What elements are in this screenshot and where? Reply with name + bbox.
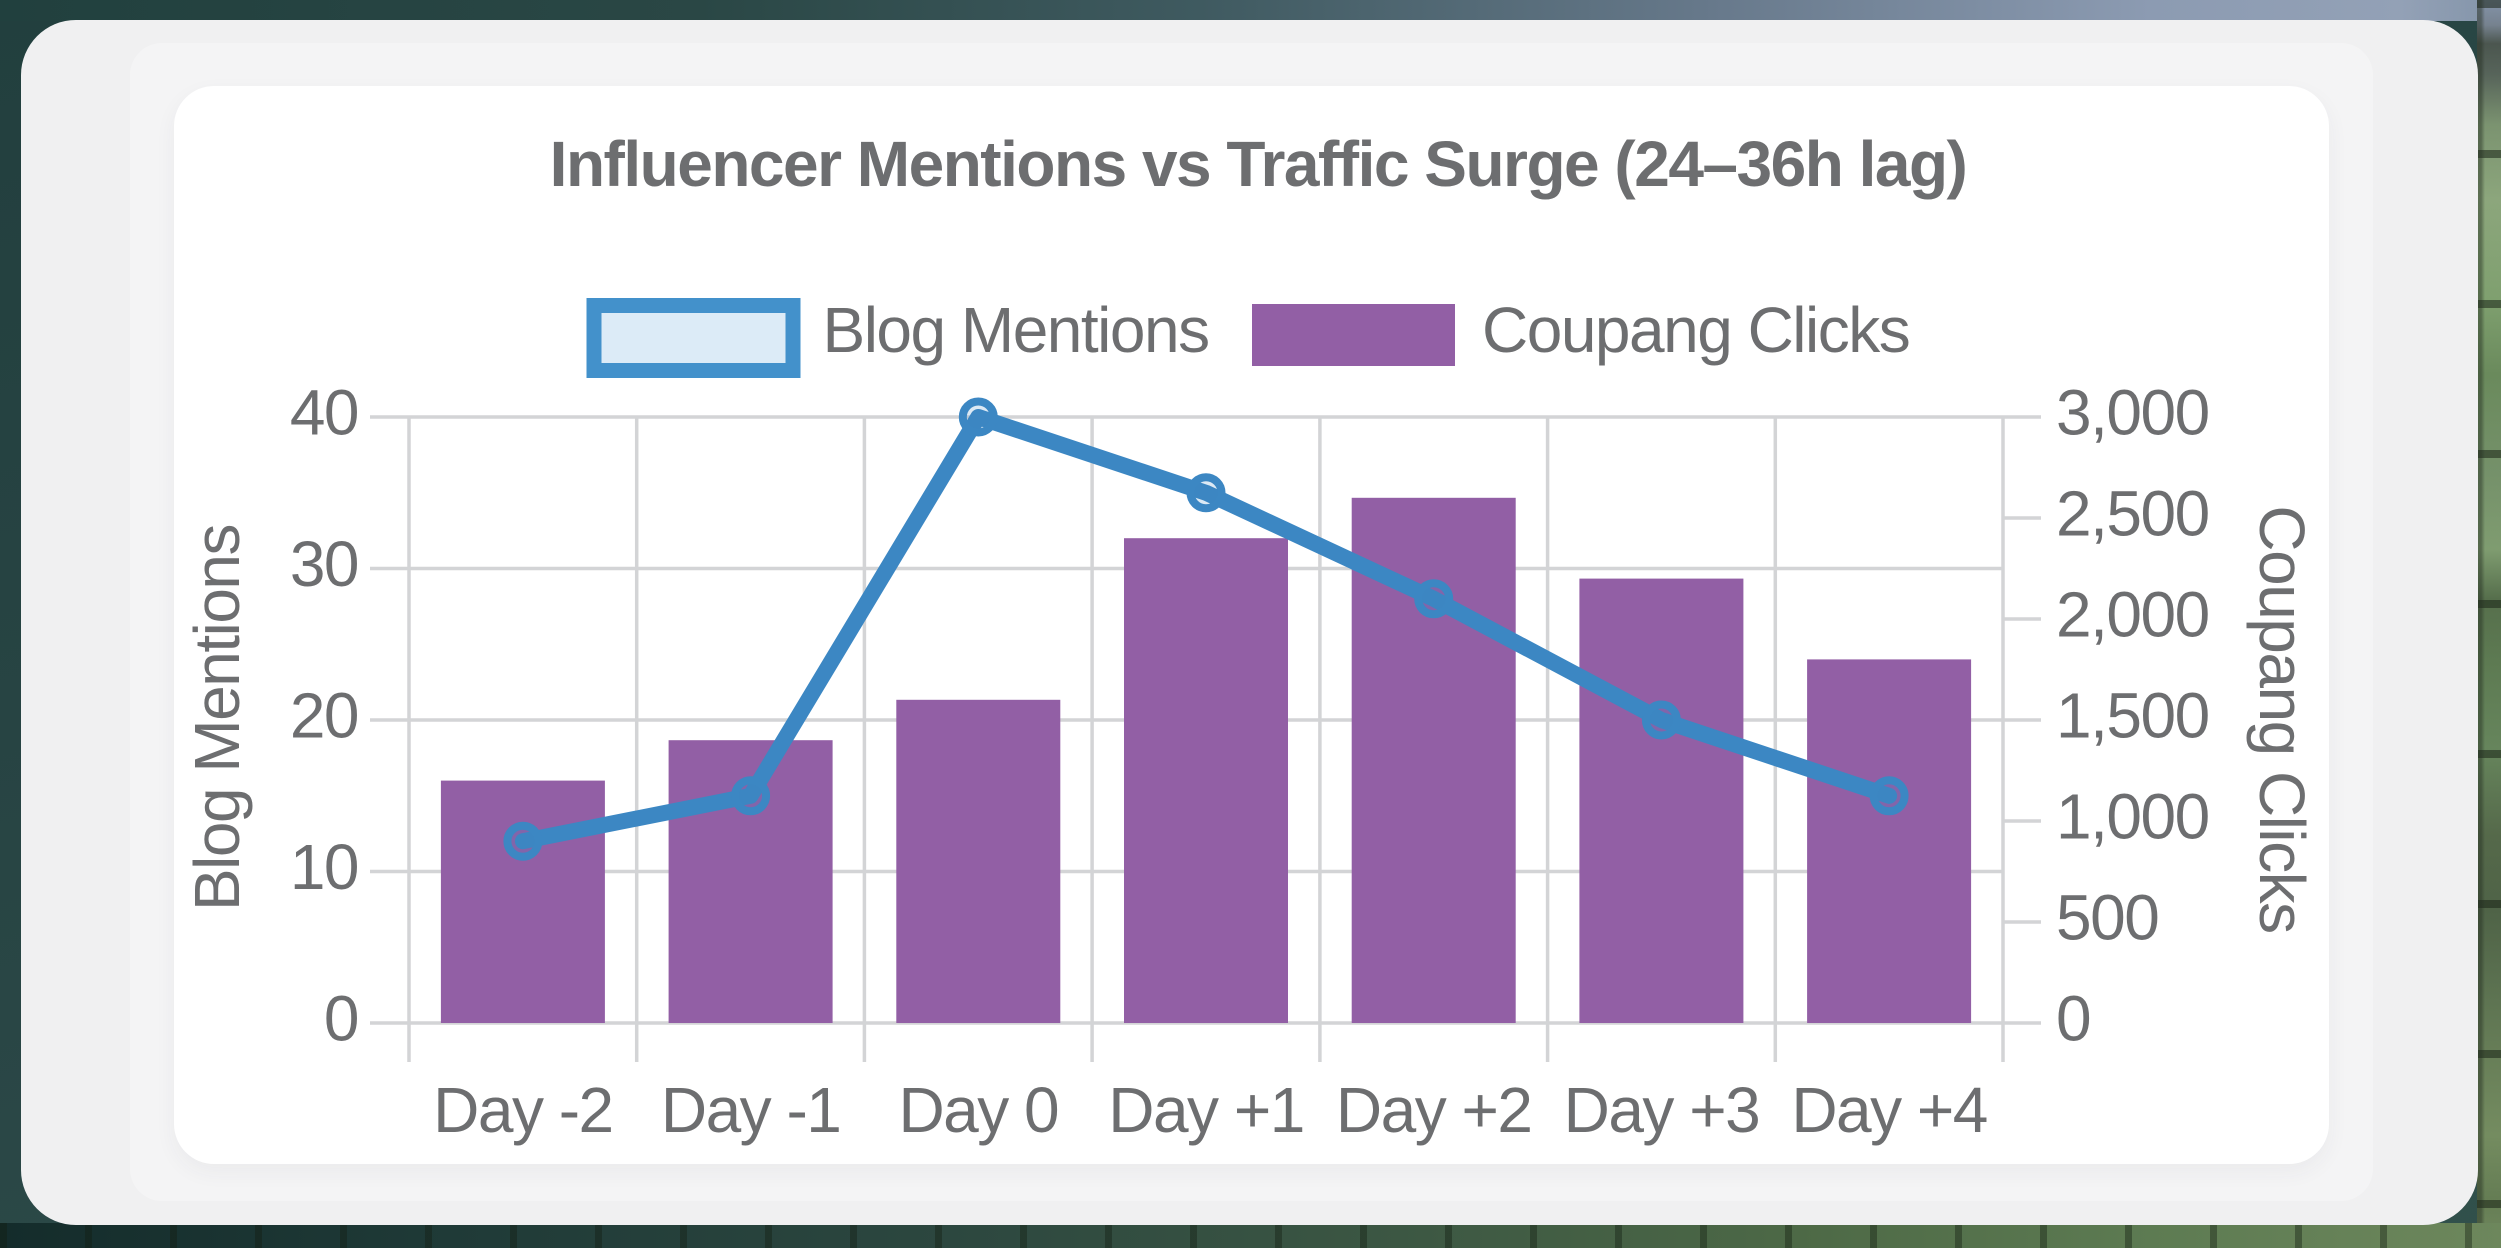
- svg-text:Blog Mentions: Blog Mentions: [823, 294, 1209, 366]
- svg-text:40: 40: [290, 377, 358, 449]
- svg-text:Coupang Clicks: Coupang Clicks: [2246, 505, 2318, 932]
- svg-text:30: 30: [290, 528, 358, 600]
- svg-text:10: 10: [290, 831, 358, 903]
- svg-text:3,000: 3,000: [2056, 377, 2209, 449]
- svg-text:1,500: 1,500: [2056, 680, 2209, 752]
- svg-text:Day -2: Day -2: [433, 1074, 613, 1146]
- svg-text:20: 20: [290, 680, 358, 752]
- svg-text:Day +2: Day +2: [1336, 1074, 1532, 1146]
- svg-text:500: 500: [2056, 882, 2158, 954]
- svg-text:Day -1: Day -1: [661, 1074, 841, 1146]
- svg-text:2,000: 2,000: [2056, 579, 2209, 651]
- svg-text:Day +3: Day +3: [1564, 1074, 1760, 1146]
- svg-text:Influencer Mentions vs Traffic: Influencer Mentions vs Traffic Surge (24…: [550, 128, 1967, 200]
- svg-text:2,500: 2,500: [2056, 478, 2209, 550]
- svg-text:Blog Mentions: Blog Mentions: [181, 525, 253, 911]
- svg-text:Day +4: Day +4: [1791, 1074, 1987, 1146]
- svg-text:1,000: 1,000: [2056, 781, 2209, 853]
- svg-text:Day 0: Day 0: [898, 1074, 1058, 1146]
- svg-text:Coupang Clicks: Coupang Clicks: [1482, 294, 1909, 366]
- svg-text:Day +1: Day +1: [1108, 1074, 1304, 1146]
- svg-text:0: 0: [324, 983, 358, 1055]
- svg-text:0: 0: [2056, 983, 2090, 1055]
